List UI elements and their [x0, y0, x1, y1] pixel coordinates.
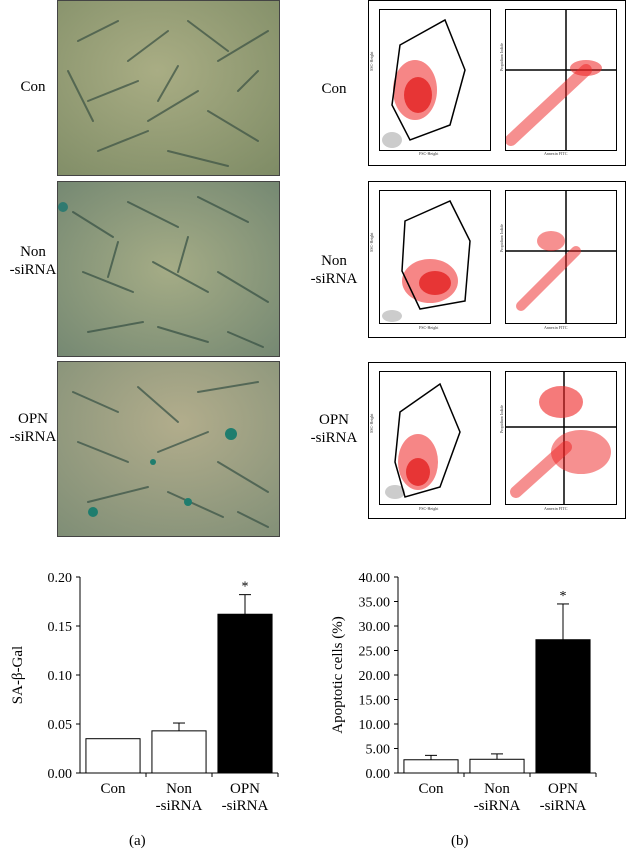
annexin-axis-label: Annexin FITC [544, 325, 568, 330]
flow-panel-con: SSC-Height FSC-Height Propidium Iodide A… [368, 0, 626, 166]
row-label-text: OPN [318, 412, 349, 428]
bar [469, 758, 525, 774]
scatter-plot-annexin-pi [505, 9, 617, 151]
bar [85, 738, 141, 774]
x-category-label: -siRNA [222, 798, 269, 814]
scatter-plot-annexin-pi [505, 190, 617, 324]
panel-label-b: (b) [451, 833, 469, 849]
y-tick-label: 40.00 [359, 571, 391, 586]
row-label-text: Con [20, 79, 46, 95]
ssc-axis-label: SSC-Height [369, 232, 374, 252]
row-label-text: Non [321, 253, 347, 269]
micrograph-opn-sirna [57, 361, 280, 537]
pi-axis-label: Propidium Iodide [499, 223, 504, 252]
significance-marker: * [242, 580, 249, 595]
y-tick-label: 20.00 [359, 669, 391, 684]
significance-marker: * [560, 589, 567, 604]
x-category-label: -siRNA [474, 798, 521, 814]
y-axis-label: SA-β-Gal [10, 646, 26, 704]
flow-panel-opn-sirna: SSC-Height FSC-Height Propidium Iodide A… [368, 362, 626, 519]
fsc-ssc-scatter [382, 200, 471, 322]
row-label-non-sirna-right: Non -siRNA [304, 252, 364, 288]
bar [535, 639, 591, 774]
fsc-axis-label: FSC-Height [419, 151, 439, 156]
bar [151, 730, 207, 774]
y-tick-label: 0.20 [48, 571, 73, 586]
annexin-pi-scatter [506, 191, 616, 323]
x-category-label: OPN [230, 781, 260, 797]
annexin-pi-scatter [506, 372, 616, 504]
y-tick-label: 0.00 [366, 767, 391, 782]
scatter-plot-fsc-ssc [379, 9, 491, 151]
x-category-label: OPN [548, 781, 578, 797]
scatter-plot-fsc-ssc [379, 371, 491, 505]
x-category-label: -siRNA [540, 798, 587, 814]
bar [403, 759, 459, 774]
row-label-non-sirna-left: Non -siRNA [8, 243, 58, 279]
x-category-label: Con [100, 781, 126, 797]
micrograph-con-image [58, 1, 279, 175]
annexin-axis-label: Annexin FITC [544, 506, 568, 511]
flow-panel-non-sirna: SSC-Height FSC-Height Propidium Iodide A… [368, 181, 626, 338]
y-tick-label: 35.00 [359, 596, 391, 611]
y-tick-label: 25.00 [359, 645, 391, 660]
row-label-text: -siRNA [310, 430, 358, 446]
row-label-text: OPN [17, 411, 48, 427]
x-category-label: Con [418, 781, 444, 797]
annexin-pi-scatter [506, 10, 616, 150]
row-label-con-left: Con [8, 78, 58, 96]
row-label-text: Non [20, 244, 46, 260]
chart-apoptotic-cells: 0.00 5.00 10.00 15.00 20.00 25.00 30.00 35.00 40… [330, 571, 597, 814]
y-tick-label: 0.15 [48, 620, 73, 635]
fsc-ssc-scatter [382, 18, 466, 148]
annexin-axis-label: Annexin FITC [544, 151, 568, 156]
y-tick-label: 15.00 [359, 694, 391, 709]
scatter-plot-fsc-ssc [379, 190, 491, 324]
row-label-text: -siRNA [310, 271, 358, 287]
y-tick-label: 30.00 [359, 620, 391, 635]
row-label-text: -siRNA [9, 262, 57, 278]
row-label-con-right: Con [304, 80, 364, 98]
ssc-axis-label: SSC-Height [369, 413, 374, 433]
row-label-opn-sirna-left: OPN -siRNA [8, 410, 58, 446]
y-axis-label: Apoptotic cells (%) [330, 616, 346, 733]
pi-axis-label: Propidium Iodide [499, 42, 504, 71]
scatter-plot-annexin-pi [505, 371, 617, 505]
row-label-opn-sirna-right: OPN -siRNA [304, 411, 364, 447]
y-tick-label: 10.00 [359, 718, 391, 733]
ssc-axis-label: SSC-Height [369, 51, 374, 71]
bar [217, 613, 273, 774]
panel-label-a: (a) [129, 833, 146, 849]
micrograph-opn-sirna-image [58, 362, 279, 536]
row-label-text: Con [321, 81, 347, 97]
micrograph-non-sirna [57, 181, 280, 357]
y-tick-label: 5.00 [366, 743, 391, 758]
row-label-text: -siRNA [9, 429, 57, 445]
x-category-label: Non [484, 781, 510, 797]
fsc-ssc-scatter [385, 382, 461, 499]
y-tick-label: 0.00 [48, 767, 73, 782]
micrograph-non-sirna-image [58, 182, 279, 356]
x-category-label: Non [166, 781, 192, 797]
micrograph-con [57, 0, 280, 176]
y-tick-label: 0.05 [48, 718, 73, 733]
x-category-label: -siRNA [156, 798, 203, 814]
fsc-axis-label: FSC-Height [419, 325, 439, 330]
fsc-axis-label: FSC-Height [419, 506, 439, 511]
pi-axis-label: Propidium Iodide [499, 404, 504, 433]
y-tick-label: 0.10 [48, 669, 73, 684]
